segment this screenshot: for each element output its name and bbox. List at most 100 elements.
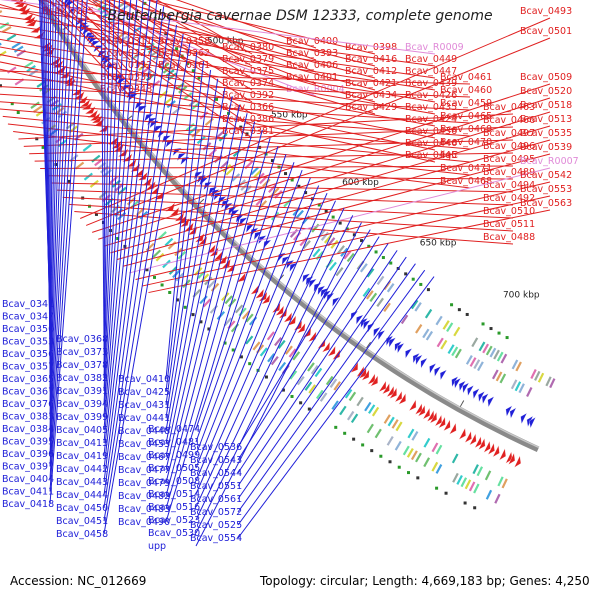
- reverse-gene-label: upp: [148, 541, 166, 552]
- reverse-label-leader: [49, 0, 57, 405]
- reverse-gene-label: Bcav_0399: [56, 412, 108, 423]
- forward-label-leader: [68, 203, 514, 232]
- forward-label-leader: [40, 165, 514, 169]
- feature-dot: [41, 145, 45, 149]
- accession-text: Accession: NC_012669: [10, 574, 147, 588]
- feature-dot: [331, 215, 335, 219]
- forward-gene-arrow: [414, 402, 423, 415]
- forward-gene-label: Bcav_0497: [483, 128, 535, 139]
- feature-dot: [497, 331, 501, 335]
- reverse-label-leader: [103, 0, 144, 444]
- forward-gene-arrow: [283, 311, 293, 323]
- cog-feature-mark: [245, 335, 254, 345]
- cog-feature-mark: [288, 348, 297, 358]
- forward-label-leader: [148, 209, 551, 294]
- forward-gene-label: Bcav_0509: [520, 72, 572, 83]
- forward-label-leader: [147, 0, 376, 55]
- forward-gene-label: Bcav_0495: [483, 154, 535, 165]
- cog-feature-mark: [485, 489, 493, 500]
- reverse-label-leader: [237, 236, 380, 461]
- reverse-gene-arrow: [397, 342, 405, 354]
- cog-feature-mark: [456, 475, 463, 485]
- forward-label-leader: [72, 0, 253, 115]
- cog-feature-mark: [364, 401, 372, 412]
- reverse-gene-label: Bcav_0413: [56, 438, 108, 449]
- cog-feature-mark: [267, 353, 276, 363]
- reverse-gene-label: Bcav_0442: [56, 464, 108, 475]
- scale-tick: [366, 341, 371, 349]
- cog-feature-mark: [423, 457, 431, 468]
- cog-feature-mark: [460, 477, 468, 488]
- cog-feature-mark: [331, 400, 339, 410]
- cog-feature-mark: [371, 406, 380, 417]
- forward-gene-arrow: [370, 374, 378, 387]
- feature-dot: [54, 163, 58, 167]
- cog-feature-mark: [484, 470, 492, 481]
- feature-dot: [426, 288, 430, 292]
- feature-dot: [215, 97, 219, 101]
- forward-gene-label: Bcav_0463: [483, 102, 535, 113]
- cog-feature-mark: [343, 250, 352, 260]
- cog-feature-mark: [423, 437, 431, 448]
- forward-gene-label: Bcav_0535: [520, 128, 572, 139]
- cog-feature-mark: [330, 239, 339, 249]
- reverse-label-leader: [165, 146, 279, 523]
- cog-feature-mark: [0, 50, 7, 57]
- cog-feature-mark: [440, 339, 448, 350]
- forward-gene-label: Bcav_0362: [158, 48, 210, 59]
- forward-label-leader: [120, 0, 189, 49]
- feature-dot: [411, 277, 415, 281]
- feature-dot: [223, 341, 227, 345]
- forward-gene-arrow: [367, 373, 376, 385]
- feature-dot: [465, 312, 469, 316]
- feature-dot: [35, 137, 39, 141]
- forward-gene-arrow: [498, 448, 507, 461]
- feature-dot: [10, 102, 14, 106]
- cog-feature-mark: [359, 263, 368, 273]
- forward-gene-label: Bcav_0421: [345, 78, 397, 89]
- feature-dot: [239, 125, 243, 129]
- forward-gene-arrow: [386, 385, 395, 398]
- forward-label-leader: [137, 0, 253, 67]
- feature-dot: [324, 209, 328, 213]
- forward-label-leader: [0, 101, 471, 137]
- cog-feature-mark: [295, 209, 304, 219]
- cog-feature-mark: [465, 355, 473, 365]
- cog-feature-mark: [152, 249, 162, 259]
- feature-dot: [444, 491, 448, 495]
- cog-feature-mark: [424, 308, 433, 319]
- cog-feature-mark: [75, 161, 85, 170]
- forward-label-leader: [0, 70, 471, 85]
- cog-feature-mark: [284, 345, 293, 355]
- feature-dot: [264, 375, 268, 379]
- cog-feature-mark: [422, 328, 430, 339]
- cog-feature-mark: [497, 476, 504, 487]
- forward-gene-label: Bcav_0366: [222, 102, 274, 113]
- reverse-label-leader: [49, 0, 79, 480]
- reverse-label-leader: [195, 200, 336, 508]
- cog-feature-mark: [329, 378, 338, 388]
- cog-feature-mark: [278, 361, 287, 372]
- feature-dot: [248, 362, 252, 366]
- cog-feature-mark: [350, 413, 359, 424]
- forward-gene-arrow: [197, 235, 208, 246]
- forward-gene-arrow: [434, 414, 443, 427]
- forward-gene-label: Bcav_0468: [440, 176, 492, 187]
- reverse-gene-label: Bcav_0368: [56, 334, 108, 345]
- forward-label-leader: [135, 181, 551, 281]
- forward-label-leader: [0, 46, 436, 127]
- reverse-gene-label: Bcav_0551: [190, 481, 242, 492]
- reverse-gene-label: Bcav_0483: [118, 504, 170, 515]
- feature-dot: [407, 471, 411, 475]
- reverse-gene-arrow: [281, 255, 291, 266]
- cog-feature-mark: [210, 282, 220, 292]
- cog-feature-mark: [199, 295, 208, 305]
- cog-feature-mark: [482, 343, 490, 354]
- forward-label-leader: [119, 0, 317, 73]
- reverse-label-leader: [165, 138, 271, 510]
- reverse-gene-label: Bcav_0453: [118, 439, 170, 450]
- reverse-gene-label: Bcav_0508: [148, 476, 200, 487]
- cog-feature-mark: [494, 493, 501, 504]
- reverse-label-leader: [103, 0, 126, 405]
- reverse-gene-label: Bcav_0394: [56, 399, 108, 410]
